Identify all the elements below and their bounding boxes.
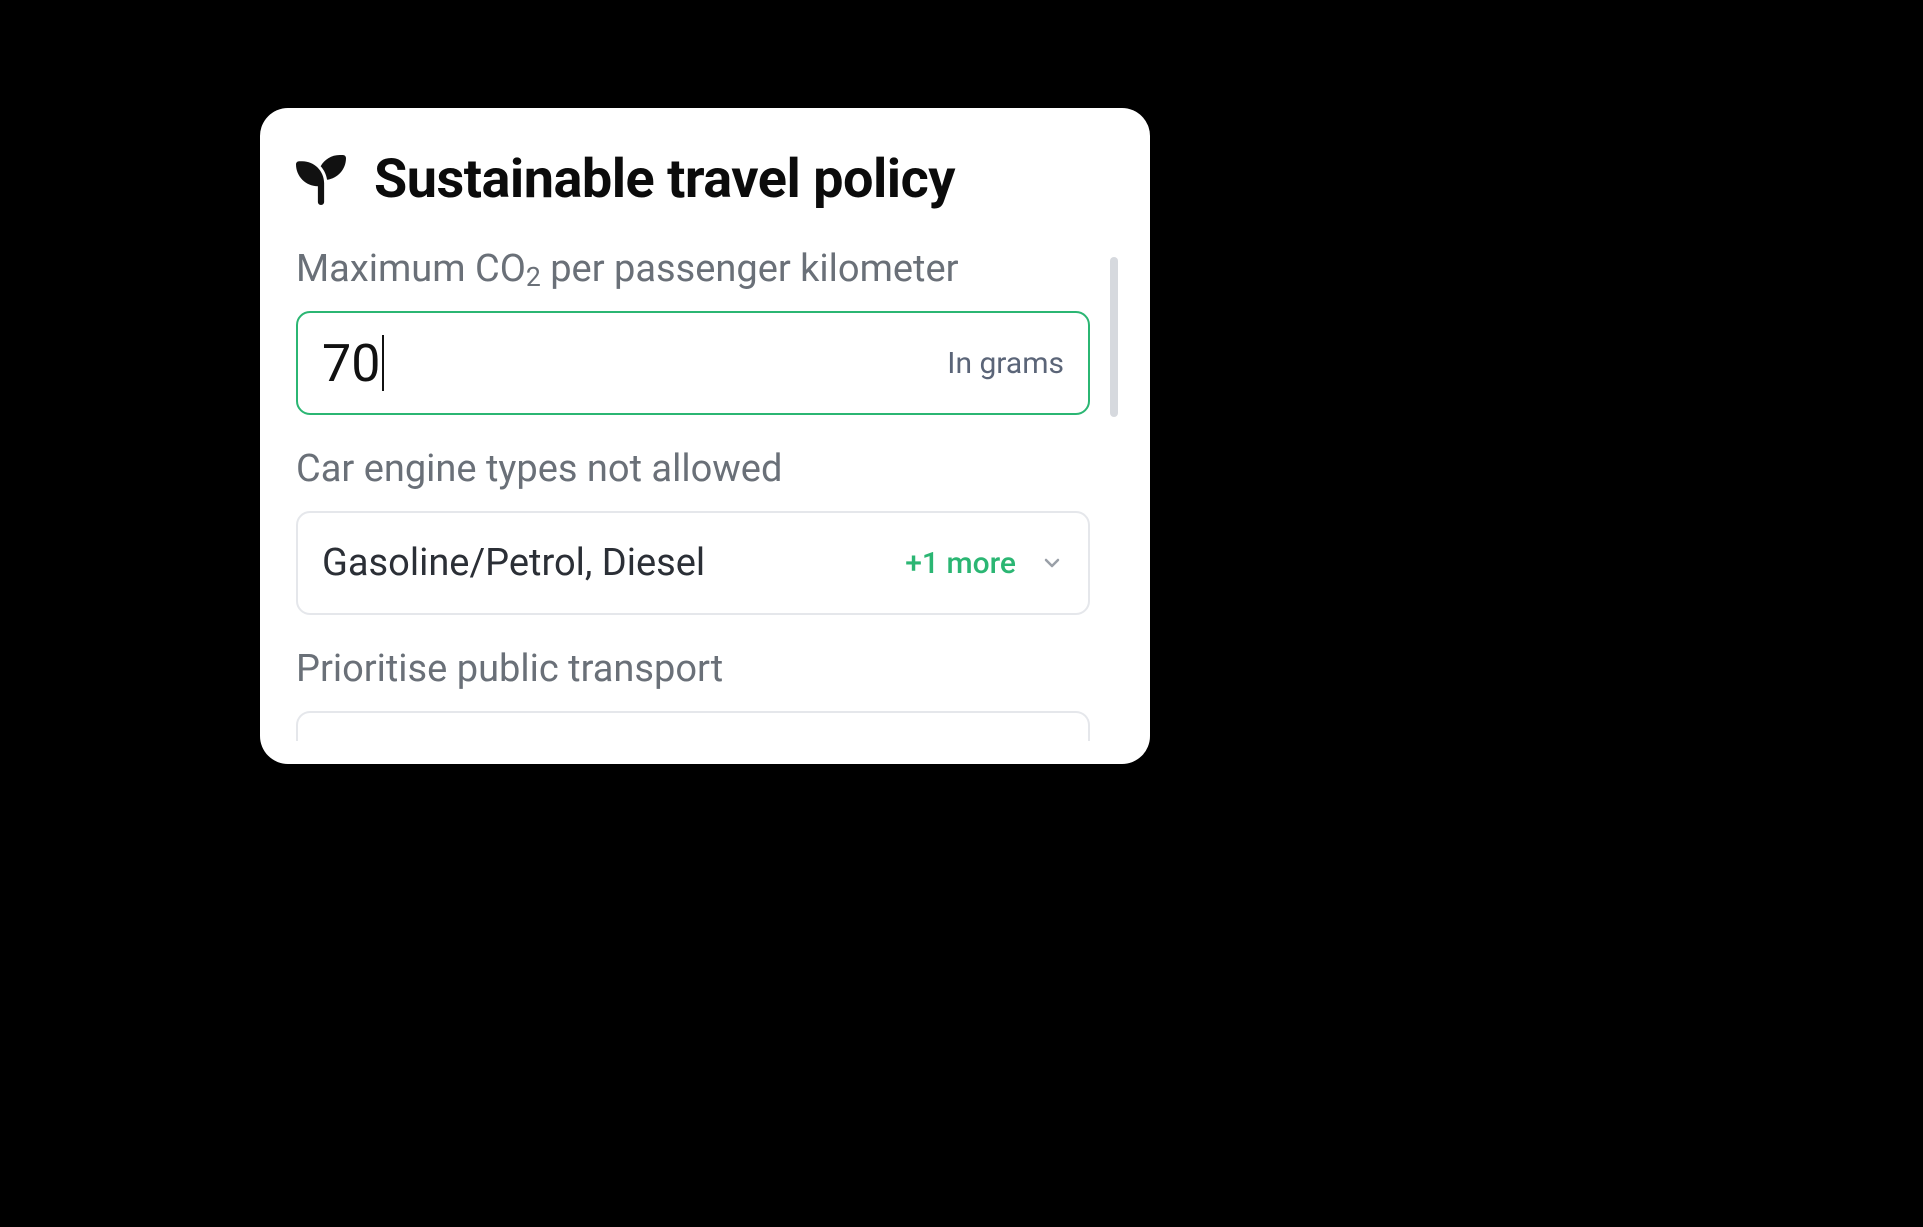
co2-input[interactable]: 70 In grams [296, 311, 1090, 415]
engine-types-select[interactable]: Gasoline/Petrol, Diesel +1 more [296, 511, 1090, 615]
scrollbar-thumb[interactable] [1110, 257, 1118, 417]
card-title: Sustainable travel policy [374, 148, 955, 211]
chevron-down-icon [1040, 551, 1064, 575]
seedling-icon [296, 155, 346, 205]
policy-card: Sustainable travel policy Maximum CO2 pe… [260, 108, 1150, 764]
engine-types-more-badge: +1 more [905, 546, 1016, 581]
text-cursor [382, 335, 384, 391]
field-label-public-transport: Prioritise public transport [296, 647, 1090, 691]
public-transport-select[interactable] [296, 711, 1090, 741]
form-scroll-area: Maximum CO2 per passenger kilometer 70 I… [296, 247, 1118, 764]
field-co2: Maximum CO2 per passenger kilometer 70 I… [296, 247, 1090, 415]
co2-input-value: 70 [322, 333, 947, 394]
field-label-engine-types: Car engine types not allowed [296, 447, 1090, 491]
field-engine-types: Car engine types not allowed Gasoline/Pe… [296, 447, 1090, 615]
card-header: Sustainable travel policy [296, 148, 1118, 211]
field-public-transport: Prioritise public transport [296, 647, 1090, 741]
field-label-co2: Maximum CO2 per passenger kilometer [296, 247, 1090, 291]
co2-value-text: 70 [322, 333, 380, 394]
engine-types-selected: Gasoline/Petrol, Diesel [322, 541, 905, 585]
co2-input-suffix: In grams [947, 346, 1064, 381]
